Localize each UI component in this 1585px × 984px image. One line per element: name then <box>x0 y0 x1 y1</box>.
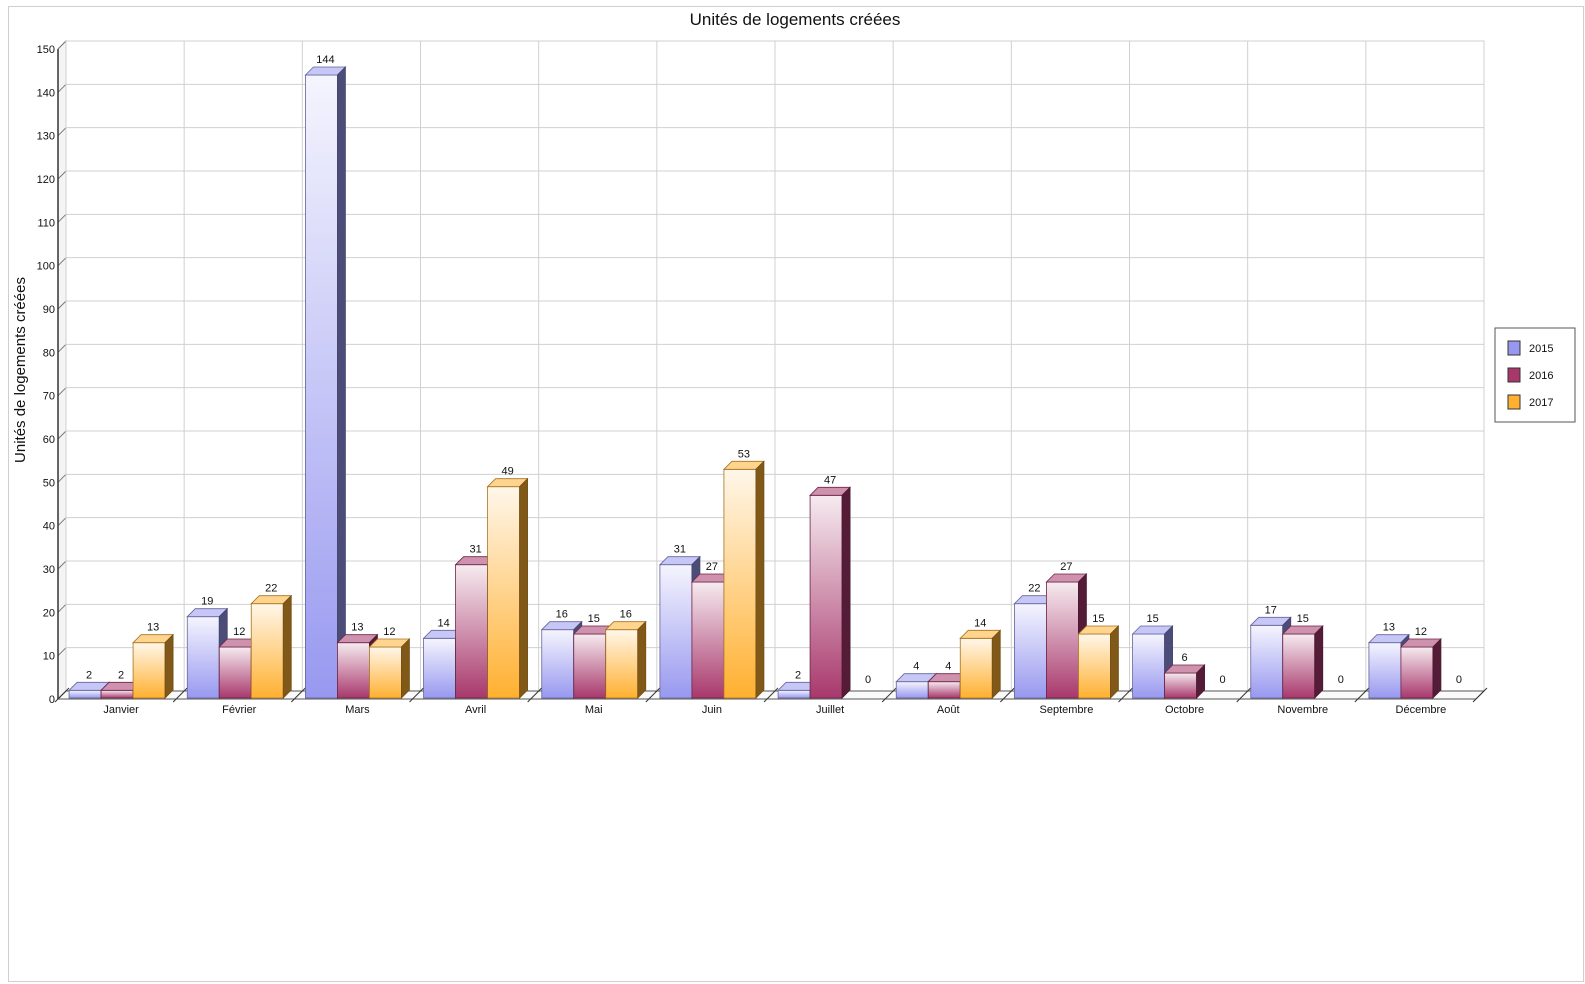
bar-2017-Février <box>250 594 293 699</box>
x-tick-label: Août <box>937 704 960 716</box>
data-label: 4 <box>945 661 951 673</box>
chart-title: Unités de logements créées <box>690 10 901 29</box>
data-label: 0 <box>865 674 871 686</box>
data-label: 15 <box>1297 613 1309 625</box>
data-label: 2 <box>795 669 801 681</box>
data-label: 2 <box>118 669 124 681</box>
legend-swatch <box>1507 340 1521 356</box>
x-tick-label: Novembre <box>1277 704 1328 716</box>
bar-2017-Juin <box>722 460 765 699</box>
y-tick-label: 30 <box>43 564 55 576</box>
data-label: 13 <box>351 622 363 634</box>
bar-2017-Mai <box>604 620 647 699</box>
y-tick-label: 140 <box>37 87 55 99</box>
x-tick-label: Février <box>222 704 257 716</box>
data-label: 16 <box>556 609 568 621</box>
bar-2016-Juillet <box>809 486 852 699</box>
data-label: 19 <box>201 596 213 608</box>
data-label: 27 <box>1060 561 1072 573</box>
legend-label: 2016 <box>1529 370 1553 382</box>
data-label: 4 <box>913 661 919 673</box>
x-tick-label: Décembre <box>1396 704 1447 716</box>
y-tick-label: 50 <box>43 477 55 489</box>
x-tick-label: Avril <box>465 704 486 716</box>
x-tick-label: Mars <box>345 704 370 716</box>
data-label: 0 <box>1456 674 1462 686</box>
y-tick-label: 40 <box>43 521 55 533</box>
data-label: 16 <box>620 609 632 621</box>
axes: 0102030405060708090100110120130140150Jan… <box>37 44 1488 716</box>
data-label: 17 <box>1265 604 1277 616</box>
y-tick-label: 150 <box>37 44 55 56</box>
data-label: 47 <box>824 474 836 486</box>
data-label: 13 <box>1383 622 1395 634</box>
y-tick-label: 10 <box>43 651 55 663</box>
y-tick-label: 0 <box>49 694 55 706</box>
bar-2017-Janvier <box>132 633 175 699</box>
data-label: 0 <box>1220 674 1226 686</box>
bar-2017-Août <box>959 629 1002 699</box>
data-label: 13 <box>147 622 159 634</box>
legend-label: 2017 <box>1529 397 1553 409</box>
data-label: 15 <box>1146 613 1158 625</box>
bar-2017-Avril <box>486 477 529 699</box>
y-tick-label: 90 <box>43 304 55 316</box>
data-label: 0 <box>1338 674 1344 686</box>
bar-2017-Mars <box>368 638 411 699</box>
legend-swatch <box>1507 394 1521 410</box>
data-label: 2 <box>86 669 92 681</box>
data-label: 49 <box>501 466 513 478</box>
y-tick-label: 120 <box>37 174 55 186</box>
data-label: 14 <box>437 617 449 629</box>
x-tick-label: Mai <box>585 704 603 716</box>
x-tick-label: Octobre <box>1165 704 1204 716</box>
data-label: 53 <box>738 448 750 460</box>
data-label: 12 <box>1415 626 1427 638</box>
y-tick-label: 80 <box>43 347 55 359</box>
data-label: 31 <box>674 544 686 556</box>
data-label: 15 <box>588 613 600 625</box>
y-tick-label: 110 <box>37 217 55 229</box>
y-tick-label: 70 <box>43 391 55 403</box>
data-label: 14 <box>974 617 986 629</box>
bar-2016-Décembre <box>1399 638 1442 699</box>
data-label: 27 <box>706 561 718 573</box>
y-tick-label: 20 <box>43 607 55 619</box>
data-label: 22 <box>265 583 277 595</box>
x-tick-label: Juillet <box>816 704 844 716</box>
data-label: 12 <box>233 626 245 638</box>
x-tick-label: Janvier <box>103 704 139 716</box>
x-tick-label: Septembre <box>1040 704 1094 716</box>
bars <box>68 66 1442 699</box>
legend-swatch <box>1507 367 1521 383</box>
data-label: 15 <box>1092 613 1104 625</box>
y-tick-label: 100 <box>37 261 55 273</box>
bar-2015-Mars <box>304 66 347 699</box>
data-label: 144 <box>316 54 334 66</box>
data-label: 22 <box>1028 583 1040 595</box>
bar-2016-Novembre <box>1281 625 1324 699</box>
x-tick-label: Juin <box>702 704 722 716</box>
y-axis-label: Unités de logements créées <box>12 277 29 463</box>
data-label: 6 <box>1182 652 1188 664</box>
grid <box>57 39 1485 701</box>
bar-2016-Octobre <box>1163 664 1206 699</box>
y-tick-label: 130 <box>37 131 55 143</box>
legend: 2015 2016 2017 <box>1494 327 1576 423</box>
legend-label: 2015 <box>1529 343 1553 355</box>
y-tick-label: 60 <box>43 434 55 446</box>
bar-2017-Septembre <box>1077 625 1120 699</box>
data-label: 31 <box>469 544 481 556</box>
data-label: 12 <box>383 626 395 638</box>
